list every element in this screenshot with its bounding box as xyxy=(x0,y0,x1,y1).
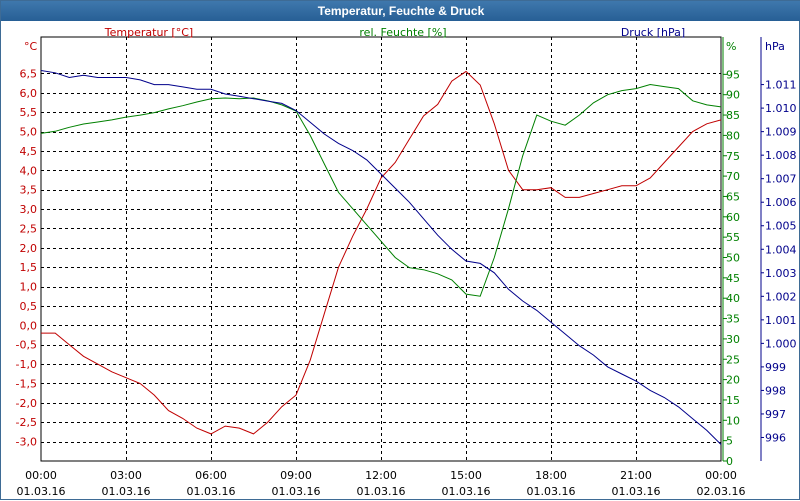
humidity-axis-label: rel. Feuchte [%] xyxy=(359,26,446,39)
humidity-tick: 0 xyxy=(726,455,733,468)
humidity-tick: 10 xyxy=(726,414,740,427)
pressure-tick: 997 xyxy=(765,408,786,421)
pressure-tick: 1.009 xyxy=(765,126,797,139)
pressure-tick: 1.007 xyxy=(765,173,797,186)
temperature-tick: -1,5 xyxy=(16,377,37,390)
x-tick-date: 01.03.16 xyxy=(442,485,491,498)
humidity-tick: 45 xyxy=(726,272,740,285)
x-tick-time: 00:00 xyxy=(25,469,57,482)
pressure-tick: 1.010 xyxy=(765,102,797,115)
humidity-tick: 40 xyxy=(726,292,740,305)
temperature-tick: -3,0 xyxy=(16,436,37,449)
x-tick-time: 18:00 xyxy=(535,469,567,482)
pressure-unit: hPa xyxy=(765,40,785,53)
pressure-tick: 1.000 xyxy=(765,337,797,350)
temperature-tick: 5,5 xyxy=(20,106,38,119)
humidity-tick: 65 xyxy=(726,190,740,203)
x-tick-date: 01.03.16 xyxy=(102,485,151,498)
temperature-tick: 6,0 xyxy=(20,87,38,100)
temperature-tick: 0,0 xyxy=(20,319,38,332)
humidity-tick: 30 xyxy=(726,333,740,346)
pressure-tick: 1.003 xyxy=(765,267,797,280)
humidity-tick: 95 xyxy=(726,68,740,81)
temperature-tick: 2,5 xyxy=(20,222,38,235)
pressure-axis-label: Druck [hPa] xyxy=(621,26,685,39)
x-tick-date: 01.03.16 xyxy=(17,485,66,498)
x-tick-date: 01.03.16 xyxy=(272,485,321,498)
temperature-tick: 1,5 xyxy=(20,261,38,274)
humidity-tick: 50 xyxy=(726,252,740,265)
x-tick-time: 03:00 xyxy=(110,469,142,482)
temperature-tick: -1,0 xyxy=(16,358,37,371)
humidity-tick: 70 xyxy=(726,170,740,183)
x-tick-time: 06:00 xyxy=(195,469,227,482)
x-tick-time: 21:00 xyxy=(620,469,652,482)
x-tick-date: 01.03.16 xyxy=(357,485,406,498)
humidity-tick: 35 xyxy=(726,313,740,326)
pressure-tick: 1.005 xyxy=(765,220,797,233)
pressure-line xyxy=(40,70,722,445)
temperature-tick: 5,0 xyxy=(20,126,38,139)
humidity-tick: 85 xyxy=(726,109,740,122)
pressure-tick: 998 xyxy=(765,384,786,397)
humidity-tick: 15 xyxy=(726,394,740,407)
x-tick-date: 01.03.16 xyxy=(187,485,236,498)
chart-title: Temperatur, Feuchte & Druck xyxy=(1,1,800,21)
temperature-unit: °C xyxy=(24,40,38,53)
temperature-tick: 3,5 xyxy=(20,184,38,197)
x-tick-time: 12:00 xyxy=(365,469,397,482)
humidity-tick: 5 xyxy=(726,435,733,448)
humidity-tick: 55 xyxy=(726,231,740,244)
temperature-tick: 4,0 xyxy=(20,164,38,177)
humidity-tick: 25 xyxy=(726,353,740,366)
pressure-tick: 1.006 xyxy=(765,196,797,209)
x-tick-time: 15:00 xyxy=(450,469,482,482)
x-tick-date: 02.03.16 xyxy=(697,485,746,498)
x-tick-date: 01.03.16 xyxy=(612,485,661,498)
temperature-tick: 3,0 xyxy=(20,203,38,216)
humidity-tick: 60 xyxy=(726,211,740,224)
x-tick-time: 09:00 xyxy=(280,469,312,482)
temperature-tick: 6,5 xyxy=(20,67,38,80)
pressure-tick: 999 xyxy=(765,361,786,374)
x-tick-date: 01.03.16 xyxy=(527,485,576,498)
temperature-line xyxy=(41,70,722,435)
pressure-tick: 1.002 xyxy=(765,290,797,303)
humidity-tick: 20 xyxy=(726,374,740,387)
humidity-tick: 80 xyxy=(726,129,740,142)
pressure-tick: 1.001 xyxy=(765,314,797,327)
temperature-tick: 1,0 xyxy=(20,281,38,294)
pressure-tick: 1.008 xyxy=(765,149,797,162)
humidity-tick: 75 xyxy=(726,150,740,163)
temperature-tick: -2,5 xyxy=(16,416,37,429)
temperature-tick: 2,0 xyxy=(20,242,38,255)
pressure-tick: 1.011 xyxy=(765,79,797,92)
temperature-tick: 0,5 xyxy=(20,300,38,313)
humidity-line xyxy=(40,83,722,297)
temperature-tick: -0,5 xyxy=(16,339,37,352)
humidity-unit: % xyxy=(726,40,736,53)
temperature-tick: 4,5 xyxy=(20,145,38,158)
temperature-axis-label: Temperatur [°C] xyxy=(104,26,193,39)
pressure-tick: 1.004 xyxy=(765,243,797,256)
humidity-tick: 90 xyxy=(726,89,740,102)
temperature-tick: -2,0 xyxy=(16,397,37,410)
pressure-tick: 996 xyxy=(765,431,786,444)
x-tick-time: 00:00 xyxy=(705,469,737,482)
